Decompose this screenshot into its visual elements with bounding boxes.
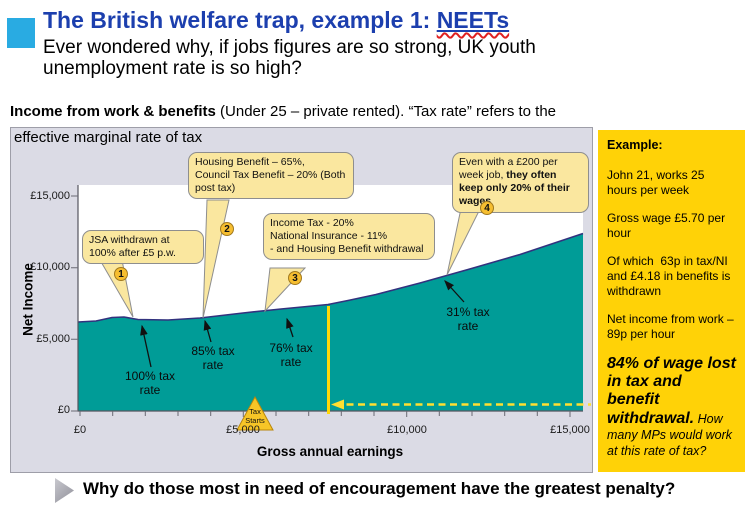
chart-heading-line2: effective marginal rate of tax: [14, 129, 203, 146]
callout-3-line3: - and Housing Benefit withdrawal: [270, 243, 424, 256]
sidebar-paragraph-withdrawn: Of which 63p in tax/NI and £4.18 in bene…: [607, 253, 734, 298]
y-tick-0: £0: [57, 404, 70, 416]
callout-4-text: Even with a £200 per week job,: [459, 156, 558, 182]
rate-label-100: 100% tax rate: [124, 369, 176, 398]
x-axis-title: Gross annual earnings: [256, 444, 404, 459]
marker-circle-4: 4: [480, 201, 494, 215]
chart-heading-line1: Income from work & benefits (Under 25 – …: [10, 103, 556, 120]
callout-1-text: JSA withdrawn at 100% after £5 p.w.: [89, 234, 176, 260]
chart-heading-rest: (Under 25 – private rented). “Tax rate” …: [215, 103, 557, 120]
x-tick-5000: £5,000: [226, 424, 260, 436]
footer-question: Why do those most in need of encourageme…: [83, 479, 676, 498]
tax-starts-label: Tax Starts: [245, 407, 265, 425]
page-title: The British welfare trap, example 1: NEE…: [43, 7, 509, 34]
page-title-highlight: NEETs: [437, 7, 509, 33]
page-title-highlight-text: NEETs: [436, 7, 510, 33]
rate-label-76: 76% tax rate: [269, 341, 313, 370]
callout-3: Income Tax - 20% National Insurance - 11…: [263, 213, 435, 261]
slide-subtitle: Ever wondered why, if jobs figures are s…: [43, 37, 536, 80]
rate-label-31: 31% tax rate: [446, 305, 490, 334]
callout-4: Even with a £200 per week job, they ofte…: [452, 152, 589, 213]
page-title-text: The British welfare trap, example 1:: [43, 7, 437, 33]
x-tick-10000: £10,000: [387, 424, 427, 436]
y-tick-10000: £10,000: [30, 261, 70, 273]
marker-circle-1: 1: [114, 267, 128, 281]
footer-arrow-icon: [55, 478, 74, 503]
callout-3-line2: National Insurance - 11%: [270, 230, 388, 243]
y-tick-5000: £5,000: [36, 333, 70, 345]
y-tick-15000: £15,000: [30, 190, 70, 202]
marker-circle-3: 3: [288, 271, 302, 285]
example-sidebar: Example: John 21, works 25 hours per wee…: [598, 130, 745, 472]
y-axis-title: Net Income: [20, 263, 36, 336]
callout-3-line1: Income Tax - 20%: [270, 217, 354, 229]
sidebar-emphasis-italic: How many MPs would work at this rate of …: [607, 411, 733, 458]
marker-circle-2: 2: [220, 222, 234, 236]
x-tick-0: £0: [73, 424, 87, 436]
sidebar-emphasis: 84% of wage lost in tax and benefit with…: [607, 355, 736, 460]
sidebar-title: Example:: [607, 138, 663, 152]
x-tick-15000: £15,000: [550, 424, 590, 436]
callout-1: JSA withdrawn at 100% after £5 p.w.: [82, 230, 204, 265]
accent-square: [7, 18, 35, 48]
callout-2-line2: Council Tax Benefit – 20% (Both post tax…: [195, 169, 346, 195]
sidebar-paragraph-john: John 21, works 25 hours per week: [607, 167, 708, 197]
chart-heading-bold: Income from work & benefits: [10, 103, 216, 120]
callout-2: Housing Benefit – 65%, Council Tax Benef…: [188, 152, 354, 200]
rate-label-85: 85% tax rate: [191, 344, 235, 373]
sidebar-paragraph-wage: Gross wage £5.70 per hour: [607, 210, 729, 240]
callout-2-line1: Housing Benefit – 65%,: [195, 156, 305, 168]
sidebar-emphasis-bold: 84% of wage lost in tax and benefit with…: [607, 354, 736, 427]
sidebar-paragraph-net: Net income from work – 89p per hour: [607, 311, 738, 341]
